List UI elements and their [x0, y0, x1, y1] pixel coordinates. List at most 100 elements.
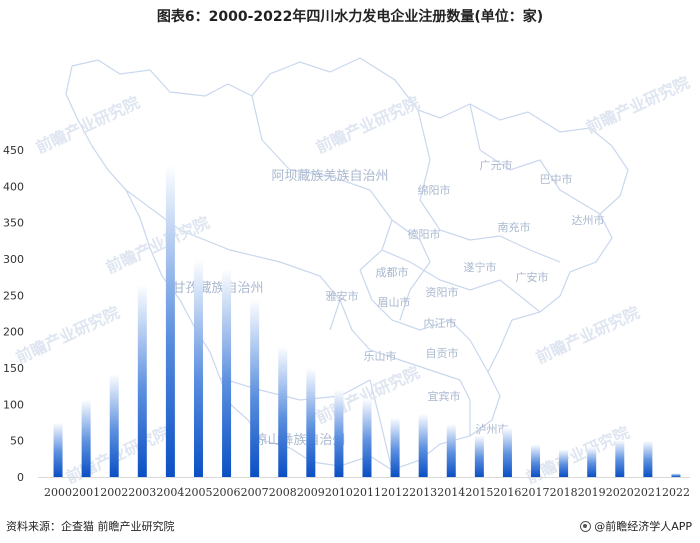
x-tick-label: 2019	[578, 486, 606, 499]
y-tick-label: 350	[3, 217, 24, 230]
bar-2015	[474, 435, 484, 477]
bar-2007	[250, 298, 260, 477]
map-label: 自贡市	[426, 346, 459, 360]
bar-2003	[137, 284, 147, 477]
map-label: 宜宾市	[428, 389, 461, 403]
y-tick-label: 0	[17, 471, 24, 484]
map-label: 德阳市	[408, 227, 441, 241]
x-tick-label: 2005	[184, 486, 212, 499]
bar-2021	[643, 440, 653, 477]
y-axis: 0 50 100 150 200 250 300 350 400 450	[3, 144, 24, 484]
x-tick-label: 2022	[662, 486, 690, 499]
y-tick-label: 400	[3, 180, 24, 193]
map-label: 资阳市	[426, 285, 459, 299]
watermark-text: 前瞻产业研究院	[33, 93, 143, 158]
x-tick-label: 2009	[297, 486, 325, 499]
x-tick-label: 2000	[44, 486, 72, 499]
x-tick-label: 2017	[522, 486, 550, 499]
map-border-aba	[251, 95, 393, 271]
watermark-text: 前瞻产业研究院	[13, 303, 123, 368]
brand-logo-icon	[580, 521, 592, 532]
map-label: 乐山市	[364, 349, 397, 363]
watermark-text: 前瞻产业研究院	[533, 303, 643, 368]
map-label: 泸州市	[476, 422, 509, 436]
x-tick-label: 2021	[634, 486, 662, 499]
bar-2001	[81, 399, 91, 477]
map-border-mid-4	[391, 219, 431, 321]
x-tick-label: 2018	[550, 486, 578, 499]
x-tick-label: 2001	[72, 486, 100, 499]
bar-2009	[306, 368, 316, 477]
map-border-east-2	[469, 103, 601, 215]
x-tick-label: 2006	[213, 486, 241, 499]
bar-2018	[559, 449, 569, 477]
map-border-ganzi	[125, 189, 341, 331]
x-tick-label: 2014	[437, 486, 465, 499]
x-tick-label: 2007	[241, 486, 269, 499]
bar-2006	[222, 268, 232, 477]
x-tick-label: 2002	[100, 486, 128, 499]
map-border-mid-2	[359, 269, 489, 373]
map-label: 遂宁市	[464, 260, 497, 274]
y-tick-label: 450	[3, 144, 24, 157]
bar-2014	[446, 423, 456, 477]
map-border-east-1	[417, 109, 561, 263]
x-tick-label: 2015	[465, 486, 493, 499]
x-tick-label: 2003	[128, 486, 156, 499]
map-label: 巴中市	[540, 172, 573, 186]
map-label: 阿坝藏族羌族自治州	[271, 168, 388, 184]
bar-2002	[109, 373, 119, 477]
map-label: 凉山彝族自治州	[254, 432, 345, 448]
bar-2013	[418, 413, 428, 477]
map-label: 南充市	[498, 220, 531, 234]
map-label: 甘孜藏族自治州	[172, 280, 263, 296]
bar-2017	[531, 444, 541, 477]
bar-2020	[615, 439, 625, 477]
map-label: 成都市	[376, 265, 409, 279]
map-outline	[65, 57, 629, 471]
map-label: 眉山市	[378, 295, 411, 309]
y-tick-label: 200	[3, 326, 24, 339]
y-tick-label: 150	[3, 362, 24, 375]
map-label: 绵阳市	[418, 183, 451, 197]
map-label: 广安市	[516, 270, 549, 284]
x-tick-label: 2011	[353, 486, 381, 499]
x-tick-label: 2008	[269, 486, 297, 499]
map-border-mid-1	[381, 249, 541, 313]
watermark-text: 前瞻产业研究院	[313, 93, 423, 158]
x-tick-label: 2016	[493, 486, 521, 499]
map-label: 雅安市	[326, 289, 359, 303]
bars	[53, 164, 681, 478]
bar-2011	[362, 398, 372, 477]
map-border-mid-3	[339, 299, 471, 436]
x-tick-label: 2020	[606, 486, 634, 499]
map-label: 广元市	[480, 158, 513, 172]
x-tick-label: 2013	[409, 486, 437, 499]
bar-2004	[165, 164, 175, 478]
bar-2019	[587, 447, 597, 477]
x-tick-label: 2012	[381, 486, 409, 499]
x-axis: 2000 2001 2002 2003 2004 2005 2006 2007 2008 2009…	[38, 477, 690, 499]
chart-title: 图表6：2000-2022年四川水力发电企业注册数量(单位：家)	[156, 9, 544, 25]
watermark-text: 前瞻产业研究院	[583, 73, 693, 138]
bar-2005	[193, 259, 203, 477]
bar-2000	[53, 422, 63, 477]
brand-credit-text: @前瞻经济学人APP	[594, 520, 692, 533]
brand-credit: @前瞻经济学人APP	[580, 518, 692, 534]
bar-2022	[671, 473, 681, 477]
bar-2012	[390, 417, 400, 477]
map-label: 内江市	[424, 316, 457, 330]
bar-2016	[502, 427, 512, 477]
x-tick-label: 2010	[325, 486, 353, 499]
x-tick-label: 2004	[156, 486, 184, 499]
bar-2010	[334, 389, 344, 477]
y-tick-label: 100	[3, 398, 24, 411]
y-tick-label: 50	[10, 435, 24, 448]
map-label: 达州市	[572, 213, 605, 227]
bar-2008	[278, 346, 288, 477]
source-note: 资料来源：企查猫 前瞻产业研究院	[6, 520, 175, 533]
y-tick-label: 300	[3, 253, 24, 266]
y-tick-label: 250	[3, 289, 24, 302]
